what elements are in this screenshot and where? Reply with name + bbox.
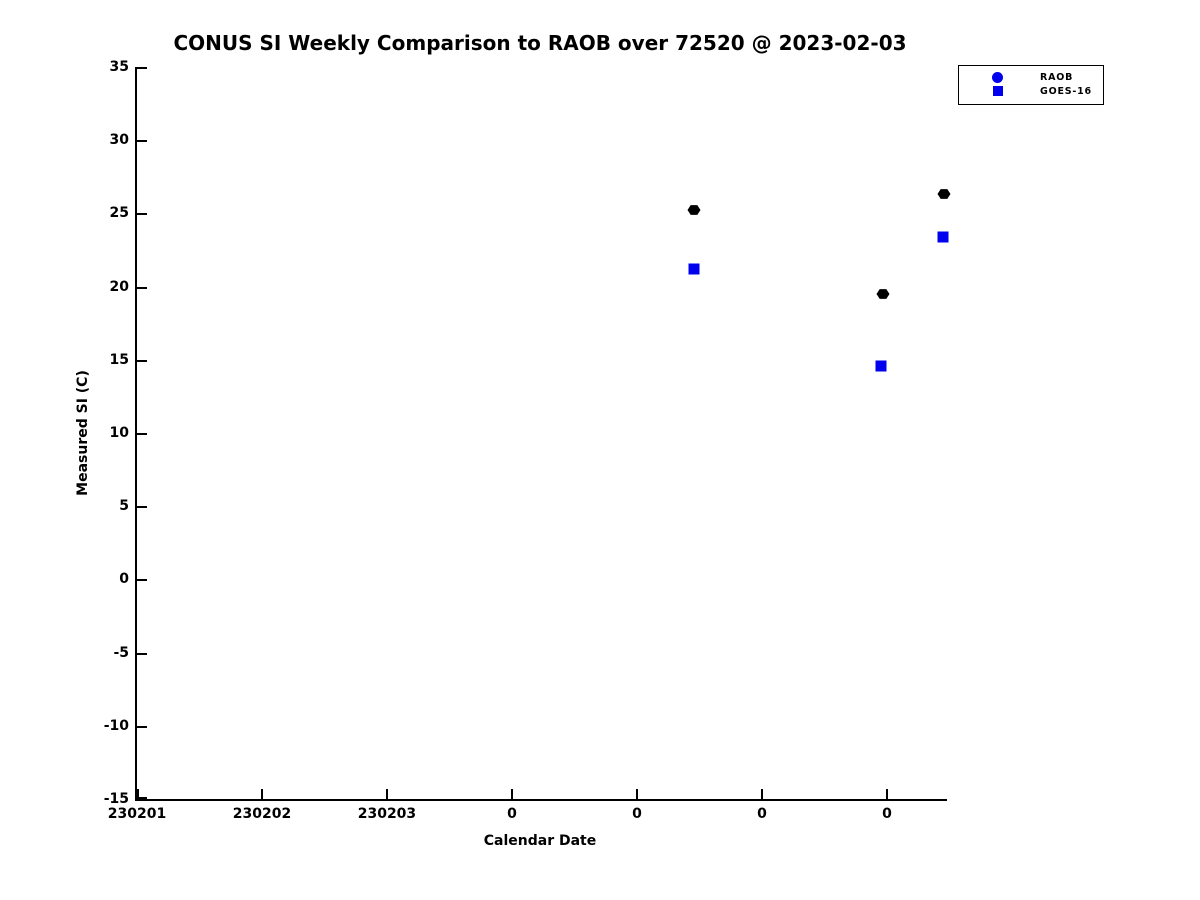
plot-area: 35 30 25 20 15 10 5 0 -5 -10 -15 230201 230202 230203… (104, 60, 951, 821)
raob-marker (937, 185, 951, 204)
y-tick (137, 359, 147, 362)
x-tick (137, 789, 139, 799)
x-tick-label: 0 (757, 806, 767, 822)
x-tick-label: 0 (507, 806, 517, 822)
y-tick-label: 20 (109, 278, 129, 295)
y-tick (137, 213, 147, 216)
x-tick (511, 789, 514, 799)
y-axis-label: Measured SI (C) (75, 370, 91, 496)
y-tick (137, 725, 147, 728)
raob-marker (687, 201, 701, 220)
y-tick-label: -10 (103, 717, 129, 734)
y-tick (137, 286, 147, 289)
legend-item-goes-16: GOES-16 (959, 84, 1103, 98)
y-tick (137, 67, 147, 69)
x-tick (885, 789, 888, 799)
y-tick-label: -15 (103, 791, 129, 807)
y-tick-label: 25 (109, 205, 129, 222)
x-tick (760, 789, 763, 799)
y-tick (137, 506, 147, 509)
y-tick (137, 652, 147, 655)
y-tick (137, 579, 147, 582)
x-tick-label: 230202 (232, 806, 292, 822)
x-tick-label: 230203 (357, 806, 417, 822)
x-tick (260, 789, 263, 799)
x-tick (636, 789, 638, 799)
chart-title: CONUS SI Weekly Comparison to RAOB over … (173, 31, 907, 55)
goes-16-marker (688, 263, 700, 275)
y-tick (137, 433, 147, 435)
x-tick-label: 230201 (107, 806, 167, 822)
goes-16-legend-marker-icon (993, 86, 1003, 96)
x-tick-label: 0 (632, 806, 642, 822)
x-tick (385, 789, 388, 799)
legend-item-raob: RAOB (959, 70, 1103, 84)
y-tick-label: 5 (119, 498, 129, 515)
goes-16-marker (875, 360, 887, 372)
y-tick-label: 10 (109, 425, 129, 441)
x-axis-label: Calendar Date (483, 833, 597, 849)
goes-16-marker (937, 231, 949, 243)
y-tick (137, 797, 147, 799)
raob-marker (876, 284, 890, 303)
y-tick-label: 30 (109, 132, 129, 149)
y-tick-label: 0 (119, 571, 129, 588)
legend-label: RAOB (1040, 71, 1074, 83)
legend-label: GOES-16 (1040, 85, 1092, 97)
y-tick (137, 140, 147, 143)
y-tick-label: 15 (109, 351, 129, 368)
x-tick-label: 0 (882, 806, 892, 822)
legend: RAOB GOES-16 (958, 65, 1104, 105)
y-tick-label: -5 (113, 644, 129, 661)
y-tick-label: 35 (109, 59, 129, 75)
raob-legend-marker-icon (992, 71, 1003, 83)
